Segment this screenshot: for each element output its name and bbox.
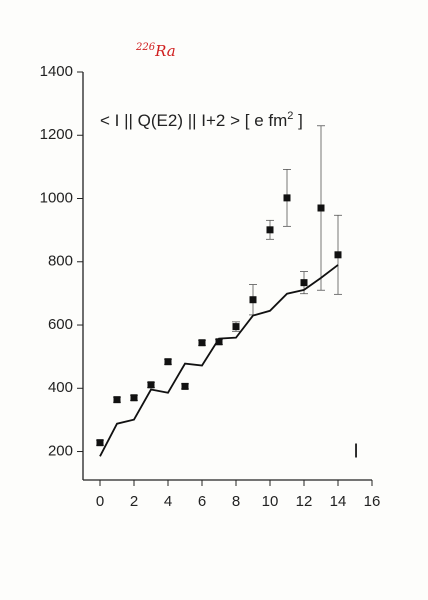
x-tick-label: 0 — [96, 493, 104, 510]
data-point — [300, 279, 308, 287]
data-point — [266, 226, 274, 234]
y-tick-label: 400 — [48, 379, 73, 396]
title-sup: 2 — [287, 110, 293, 122]
x-tick-label: 8 — [232, 493, 240, 510]
data-point — [215, 338, 223, 346]
data-point — [181, 382, 189, 390]
x-tick-label: 14 — [330, 493, 347, 510]
data-point — [147, 381, 155, 389]
note-text: Ra — [154, 42, 176, 60]
data-point — [283, 194, 291, 202]
data-point — [317, 204, 325, 212]
title-main: < I || Q(E2) || I+2 > [ e fm — [100, 111, 287, 130]
y-tick-label: 1400 — [40, 63, 73, 80]
data-point — [130, 394, 138, 402]
note: 226Ra — [135, 42, 176, 61]
x-tick-label: 12 — [296, 493, 313, 510]
x-tick-label: 10 — [262, 493, 279, 510]
chart-title: < I || Q(E2) || I+2 > [ e fm2 ] — [100, 110, 303, 131]
data-point — [249, 296, 257, 304]
y-tick-label: 200 — [48, 443, 73, 460]
data-point — [164, 358, 172, 366]
x-tick-label: 16 — [364, 493, 381, 510]
theory-line — [99, 264, 339, 457]
data-point — [96, 439, 104, 447]
title-end: ] — [293, 111, 302, 130]
data-point — [334, 251, 342, 259]
x-tick-label: 4 — [164, 493, 172, 510]
data-point — [113, 396, 121, 404]
note-sup: 226 — [135, 42, 156, 53]
x-tick-label: 6 — [198, 493, 206, 510]
data-point — [198, 339, 206, 347]
y-tick-label: 600 — [48, 316, 73, 333]
y-tick-label: 1200 — [40, 126, 73, 143]
y-tick-label: 1000 — [40, 189, 73, 206]
x-tick-label: 2 — [130, 493, 138, 510]
x-axis-label: I — [353, 440, 359, 462]
y-tick-label: 800 — [48, 253, 73, 270]
data-point — [232, 323, 240, 331]
